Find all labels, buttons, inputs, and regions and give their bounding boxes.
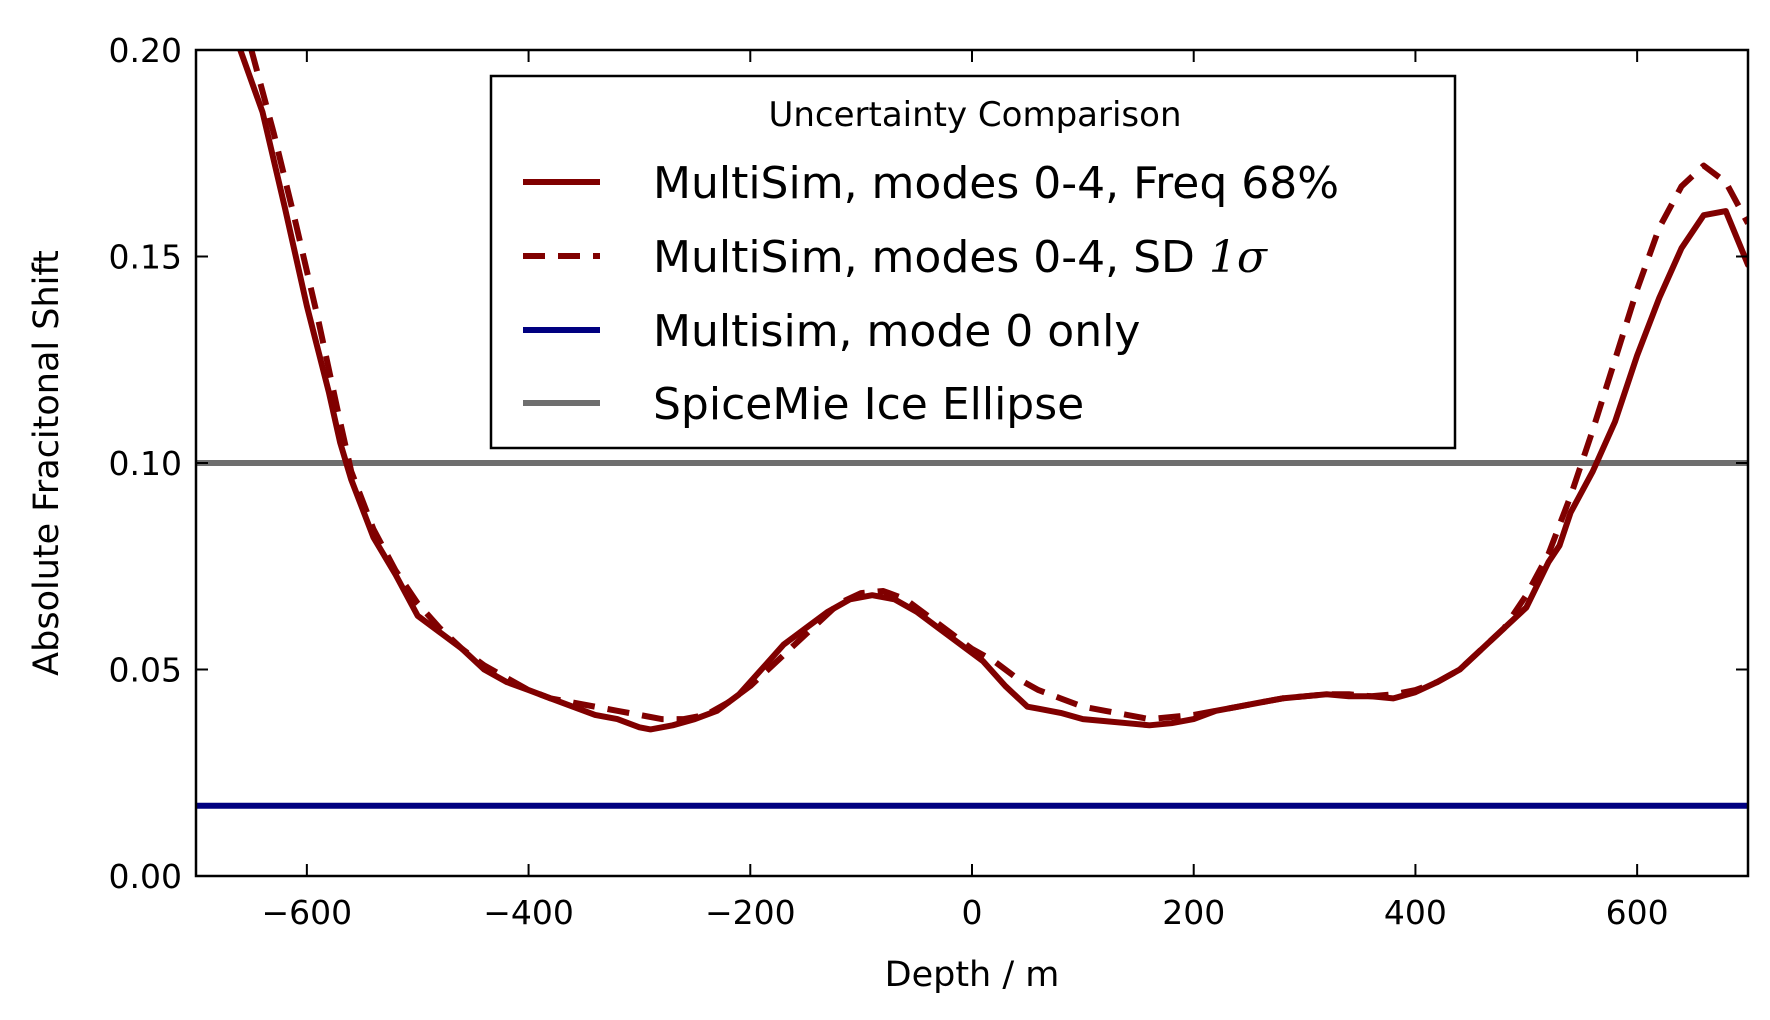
series-layer [196,50,1748,809]
legend-label-4: SpiceMie Ice Ellipse [653,379,1084,430]
y-tick-label: 0.10 [109,444,182,483]
plot-frame [194,48,1750,878]
series-line-1 [237,50,1748,733]
legend-label-2: MultiSim, modes 0-4, SD 1σ [653,232,1269,283]
legend-box [489,74,1457,450]
x-tick-label: 0 [962,893,983,932]
legend-label-1: MultiSim, modes 0-4, Freq 68% [653,158,1339,209]
y-tick-label: 0.15 [109,238,182,277]
x-tick-label: 600 [1606,893,1669,932]
x-tick-label: 200 [1162,893,1225,932]
legend: Uncertainty Comparison MultiSim, modes 0-… [489,74,1457,450]
x-tick-label: −400 [483,893,574,932]
x-axis-label: Depth / m [885,955,1060,995]
legend-title: Uncertainty Comparison [768,95,1181,135]
legend-label-3: Multisim, mode 0 only [653,306,1140,357]
tick-label-layer: −600 −400 −200 0 200 400 600 0.00 0.05 0.10 0.15 0.… [109,31,1669,932]
y-axis-label: Absolute Fracitonal Shift [27,250,67,676]
x-tick-label: −600 [262,893,353,932]
x-tick-label: 400 [1384,893,1447,932]
y-tick-label: 0.20 [109,31,182,70]
y-tick-label: 0.05 [109,651,182,690]
x-tick-label: −200 [705,893,796,932]
y-tick-label: 0.00 [109,857,182,896]
